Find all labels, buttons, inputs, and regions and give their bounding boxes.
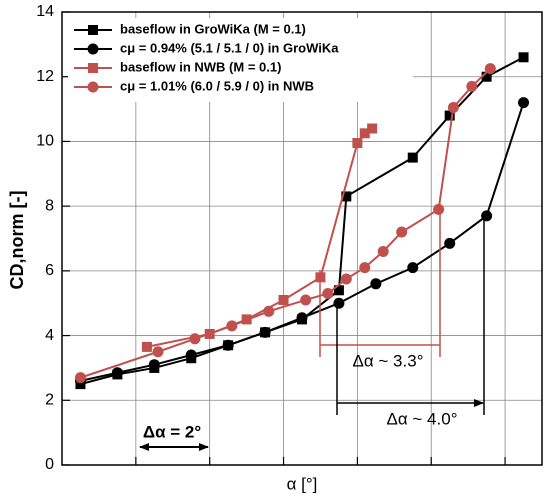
- marker: [370, 278, 382, 290]
- marker: [444, 237, 456, 249]
- marker: [322, 288, 334, 300]
- marker: [481, 210, 493, 222]
- marker: [341, 191, 352, 202]
- marker: [300, 294, 312, 306]
- legend-label: baseflow in GroWiKa (M = 0.1): [120, 21, 306, 36]
- marker: [185, 349, 197, 361]
- marker: [340, 273, 352, 285]
- y-tick-label: 10: [36, 133, 54, 150]
- legend-label: cμ = 0.94% (5.1 / 5.1 / 0) in GroWiKa: [120, 40, 339, 55]
- marker: [359, 262, 371, 274]
- marker: [481, 71, 492, 82]
- y-axis-label: CD,norm [-]: [7, 191, 27, 290]
- marker: [141, 341, 152, 352]
- marker: [444, 110, 455, 121]
- marker: [433, 203, 445, 215]
- y-tick-label: 6: [45, 262, 54, 279]
- marker: [88, 25, 98, 35]
- marker: [359, 128, 370, 139]
- marker: [407, 262, 419, 274]
- marker: [484, 63, 496, 75]
- y-tick-label: 8: [45, 197, 54, 214]
- marker: [222, 339, 234, 351]
- y-tick-label: 12: [36, 68, 54, 85]
- marker: [296, 312, 308, 324]
- marker: [466, 80, 478, 92]
- marker: [87, 81, 99, 93]
- marker: [396, 226, 408, 238]
- marker: [518, 52, 529, 63]
- marker: [352, 138, 363, 149]
- marker: [333, 285, 344, 296]
- marker: [263, 305, 275, 317]
- series-line: [80, 67, 492, 379]
- marker: [367, 123, 378, 134]
- marker: [148, 359, 160, 371]
- marker: [333, 297, 345, 309]
- marker: [74, 372, 86, 384]
- plot-frame: [61, 11, 543, 466]
- marker: [407, 152, 418, 163]
- annotation-bracket: [336, 218, 485, 415]
- marker: [111, 367, 123, 379]
- y-tick-label: 2: [45, 392, 54, 409]
- series-line: [80, 102, 525, 382]
- annotation: Δα = 2°: [143, 422, 201, 441]
- y-tick-label: 4: [45, 327, 54, 344]
- marker: [88, 63, 98, 73]
- x-axis-label: α [°]: [287, 474, 318, 493]
- marker: [189, 333, 201, 345]
- marker: [447, 101, 459, 113]
- annotation-bracket: [319, 210, 441, 357]
- marker: [152, 346, 164, 358]
- annotation: Δα ~ 3.3°: [353, 351, 424, 370]
- annotation: Δα ~ 4.0°: [387, 409, 458, 428]
- legend-label: baseflow in NWB (M = 0.1): [120, 59, 281, 74]
- legend-label: cμ = 1.01% (6.0 / 5.9 / 0) in NWB: [120, 78, 314, 93]
- marker: [518, 97, 530, 109]
- marker: [226, 320, 238, 332]
- marker: [377, 245, 389, 257]
- y-tick-label: 14: [36, 3, 54, 20]
- marker: [87, 43, 99, 55]
- marker: [259, 326, 271, 338]
- marker: [278, 294, 289, 305]
- y-tick-label: 0: [45, 456, 54, 473]
- legend-bg: [68, 18, 413, 102]
